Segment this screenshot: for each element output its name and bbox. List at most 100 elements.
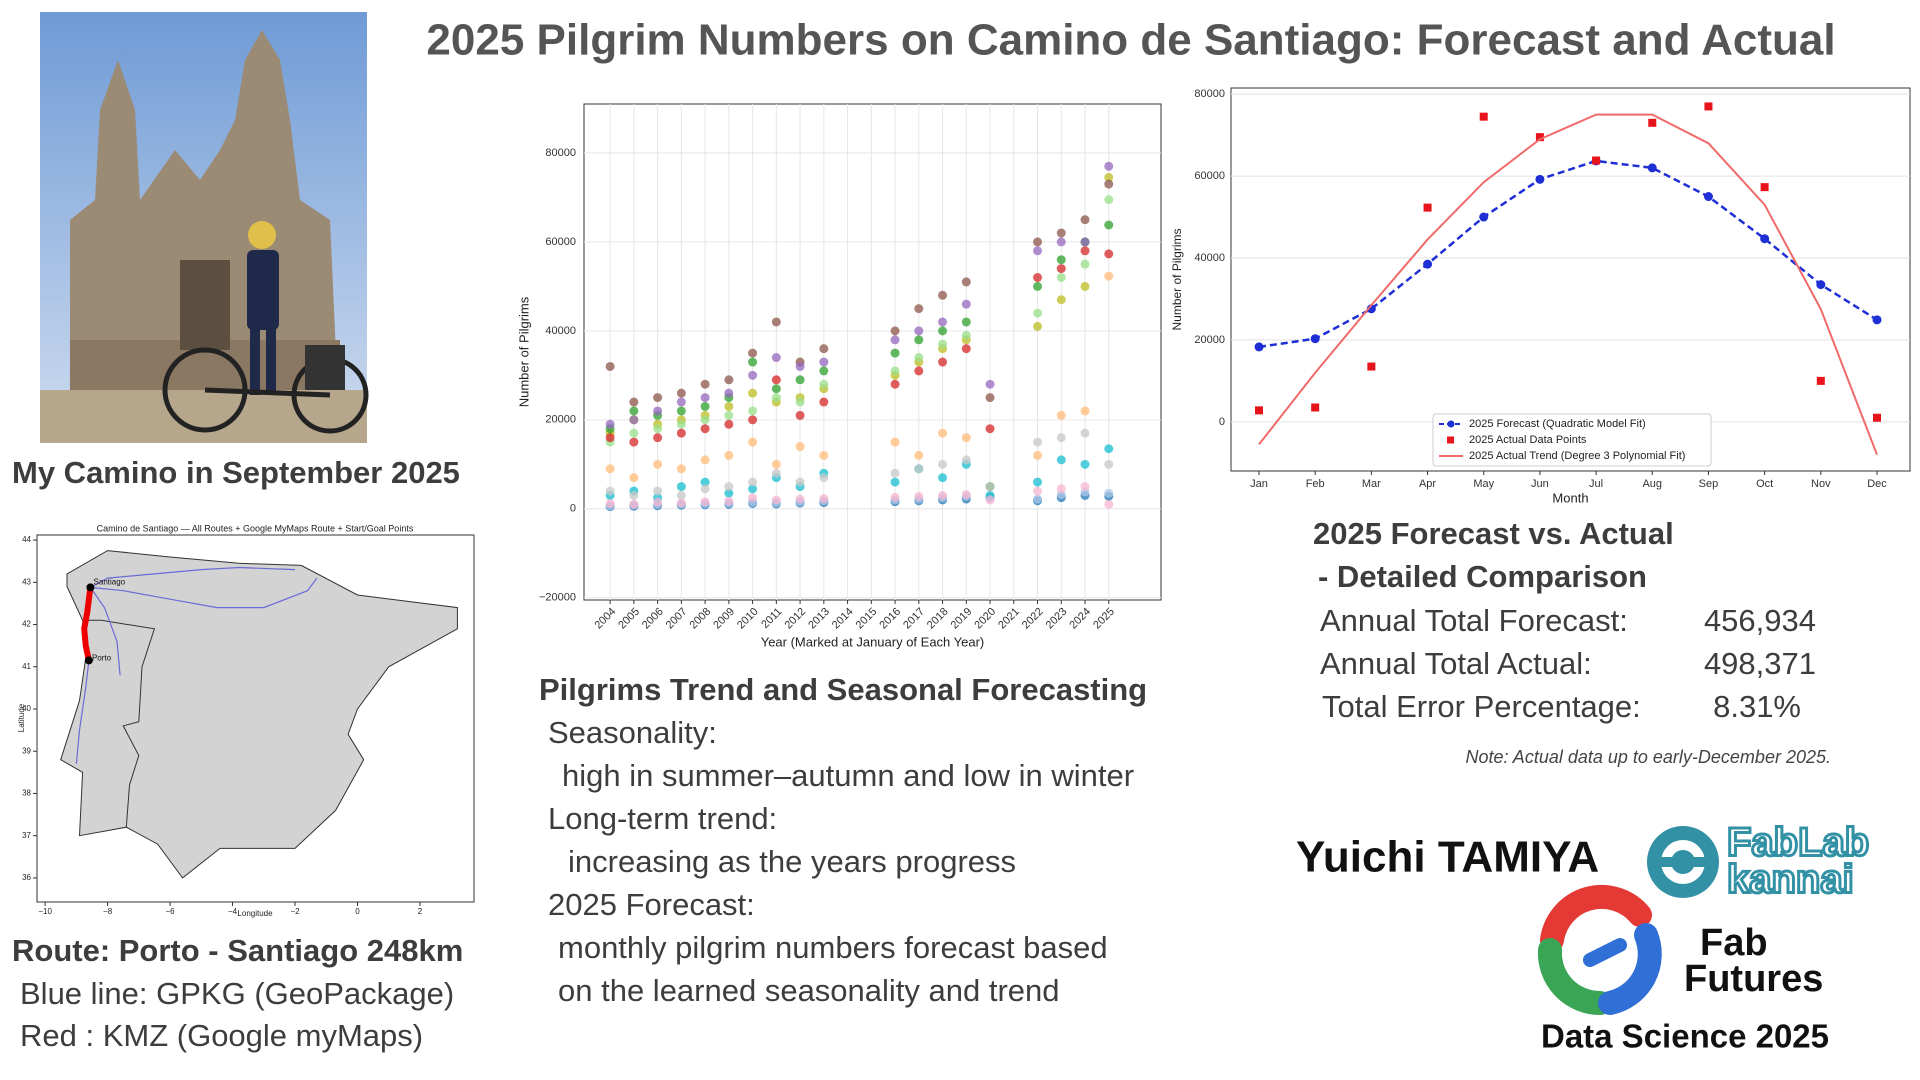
data-point [1033, 308, 1043, 318]
data-point [795, 361, 805, 371]
start-label: Porto [92, 653, 112, 662]
x-tick-label: 2025 [1091, 606, 1117, 632]
data-point [985, 495, 995, 505]
data-point [724, 496, 734, 506]
data-point [605, 419, 615, 429]
data-point [938, 428, 948, 438]
data-point [771, 317, 781, 327]
x-tick-label: −4 [228, 907, 238, 916]
data-point [1080, 246, 1090, 256]
data-point [819, 494, 829, 504]
x-tick-label: 2 [418, 907, 423, 916]
data-point [771, 468, 781, 478]
x-tick-label: 2022 [1020, 606, 1046, 632]
trend-line: Long-term trend: [548, 801, 777, 836]
data-point [700, 477, 710, 487]
data-point [1704, 102, 1713, 111]
data-point [890, 326, 900, 336]
start-point [84, 656, 93, 665]
data-point [629, 406, 639, 416]
comparison-heading: 2025 Forecast vs. Actual [1313, 516, 1674, 551]
y-tick-label: 39 [22, 746, 31, 755]
data-point [605, 498, 615, 508]
route-gpkg [89, 587, 121, 676]
data-point [1080, 482, 1090, 492]
data-point [676, 464, 686, 474]
data-point [700, 393, 710, 403]
photo-caption: My Camino in September 2025 [12, 455, 460, 490]
trend-line: 2025 Forecast: [548, 887, 755, 922]
data-point [1311, 403, 1320, 412]
y-tick-label: 40 [22, 704, 31, 713]
data-point [914, 353, 924, 363]
data-point [795, 477, 805, 487]
data-point [1104, 161, 1114, 171]
y-tick-label: 40000 [545, 325, 576, 337]
y-axis-label: Number of Pilgrims [516, 296, 531, 407]
comparison-value: 456,934 [1704, 603, 1816, 638]
data-point [1080, 281, 1090, 291]
data-point [1033, 486, 1043, 496]
trend-heading: Pilgrims Trend and Seasonal Forecasting [539, 672, 1147, 707]
data-point [938, 473, 948, 483]
x-tick-label: 2009 [711, 606, 737, 632]
data-point [700, 415, 710, 425]
data-point [961, 330, 971, 340]
fab-text: Fab [1700, 922, 1768, 964]
x-tick-label: 2011 [759, 606, 784, 631]
legend-label: 2025 Actual Trend (Degree 3 Polynomial F… [1469, 450, 1685, 462]
data-point [1104, 444, 1114, 454]
y-tick-label: 80000 [1194, 88, 1225, 100]
route-line: Blue line: GPKG (GeoPackage) [20, 976, 454, 1011]
data-point [1760, 183, 1769, 192]
data-point [985, 482, 995, 492]
plot-area [1230, 87, 1911, 472]
data-point [890, 492, 900, 502]
data-point [748, 437, 758, 447]
y-tick-label: 0 [570, 503, 576, 515]
x-tick-label: Mar [1362, 478, 1381, 490]
data-point [1080, 237, 1090, 247]
data-point [1056, 228, 1066, 238]
data-point [1104, 488, 1114, 498]
comparison-subheading: - Detailed Comparison [1318, 559, 1647, 594]
data-point [1080, 428, 1090, 438]
data-point [700, 379, 710, 389]
data-point [771, 495, 781, 505]
data-point [700, 484, 710, 494]
data-point [938, 326, 948, 336]
y-tick-label: 42 [22, 620, 31, 629]
data-point [629, 428, 639, 438]
data-point [1033, 281, 1043, 291]
x-tick-label: 2023 [1044, 606, 1070, 632]
data-point [1056, 410, 1066, 420]
legend-label: 2025 Forecast (Quadratic Model Fit) [1469, 418, 1646, 430]
data-point [1056, 295, 1066, 305]
data-point [795, 397, 805, 407]
data-point [819, 473, 829, 483]
data-point [795, 442, 805, 452]
y-axis-label: Number of Pilgrims [1170, 228, 1184, 330]
data-point [629, 437, 639, 447]
data-point [629, 499, 639, 509]
data-point [771, 393, 781, 403]
comparison-label: Annual Total Forecast: [1320, 603, 1628, 638]
y-tick-label: 41 [22, 662, 31, 671]
legend-swatch [1447, 420, 1455, 428]
data-point [1033, 450, 1043, 460]
data-point [676, 419, 686, 429]
y-tick-label: 20000 [545, 414, 576, 426]
data-point [914, 491, 924, 501]
comparison-label: Total Error Percentage: [1322, 689, 1641, 724]
photo [40, 12, 369, 443]
data-point [961, 344, 971, 354]
data-point [629, 397, 639, 407]
x-tick-label: 2024 [1067, 606, 1093, 632]
data-point [1104, 499, 1114, 509]
data-point [819, 366, 829, 376]
data-point [748, 493, 758, 503]
data-point [914, 464, 924, 474]
y-tick-label: 40000 [1194, 252, 1225, 264]
data-point [985, 393, 995, 403]
